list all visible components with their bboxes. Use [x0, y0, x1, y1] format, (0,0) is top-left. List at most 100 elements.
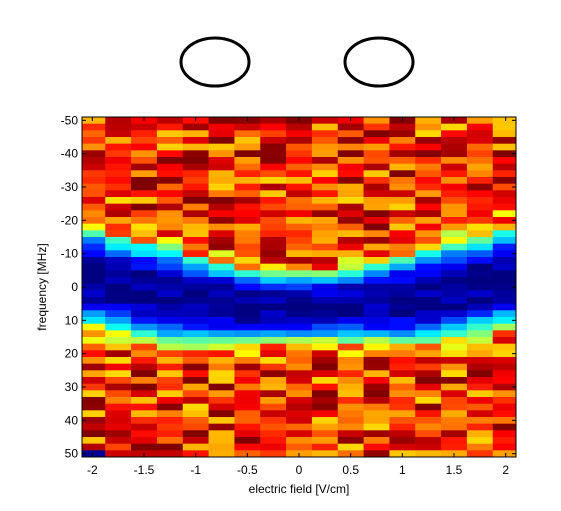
heatmap-cell	[156, 283, 184, 291]
heatmap-cell	[311, 137, 339, 145]
heatmap-cell	[441, 130, 468, 138]
heatmap-cell	[363, 157, 390, 165]
heatmap-cell	[441, 350, 468, 358]
heatmap-cell	[492, 303, 517, 311]
heatmap-cell	[82, 417, 106, 425]
heatmap-cell	[492, 383, 517, 391]
heatmap-cell	[492, 130, 517, 138]
heatmap-cell	[415, 370, 442, 378]
heatmap-cell	[208, 303, 235, 311]
heatmap-cell	[82, 390, 106, 398]
heatmap-cell	[234, 390, 261, 398]
heatmap-cell	[415, 237, 442, 245]
heatmap-cell	[208, 363, 235, 371]
heatmap-cell	[131, 137, 158, 145]
y-tick-label: 20	[65, 347, 79, 361]
heatmap-cell	[286, 330, 313, 338]
heatmap-cell	[260, 270, 287, 278]
heatmap-cell	[286, 263, 313, 271]
heatmap-cell	[156, 383, 184, 391]
heatmap-cell	[363, 190, 390, 198]
heatmap-cell	[234, 190, 261, 198]
heatmap-cell	[466, 317, 494, 325]
heatmap-cell	[208, 290, 235, 298]
heatmap-cell	[182, 123, 210, 131]
heatmap-cell	[311, 123, 339, 131]
heatmap-cell	[131, 443, 158, 451]
heatmap-cell	[182, 163, 210, 171]
heatmap-cell	[82, 223, 106, 231]
heatmap-cell	[466, 383, 494, 391]
heatmap-cell	[182, 157, 210, 165]
heatmap-cell	[415, 197, 442, 205]
heatmap-cell	[389, 197, 416, 205]
heatmap-cell	[182, 303, 210, 311]
heatmap-cell	[82, 337, 106, 345]
heatmap-cell	[105, 150, 132, 158]
heatmap-cell	[286, 297, 313, 305]
heatmap-cell	[156, 257, 184, 265]
y-tick-label: 0	[71, 280, 78, 294]
heatmap-cell	[105, 437, 132, 445]
heatmap-cell	[337, 250, 365, 258]
heatmap-cell	[260, 370, 287, 378]
heatmap-cell	[234, 423, 261, 431]
heatmap-cell	[156, 323, 184, 331]
heatmap-cell	[156, 277, 184, 285]
heatmap-cell	[105, 203, 132, 211]
heatmap-cell	[260, 437, 287, 445]
heatmap-cell	[441, 243, 468, 251]
heatmap-cell	[286, 437, 313, 445]
heatmap-cell	[234, 443, 261, 451]
heatmap-cell	[466, 117, 494, 125]
heatmap-cell	[286, 197, 313, 205]
heatmap-cell	[82, 290, 106, 298]
heatmap-cell	[182, 250, 210, 258]
heatmap-cell	[156, 403, 184, 411]
heatmap-cell	[105, 317, 132, 325]
heatmap-cell	[363, 217, 390, 225]
heatmap-cell	[466, 197, 494, 205]
x-tick-label: 2	[502, 463, 509, 477]
heatmap-cell	[156, 430, 184, 438]
heatmap-cell	[466, 143, 494, 151]
heatmap-cell	[492, 443, 517, 451]
heatmap-cell	[466, 323, 494, 331]
heatmap-cell	[337, 303, 365, 311]
heatmap-cell	[260, 230, 287, 238]
heatmap-cell	[286, 190, 313, 198]
heatmap-cell	[492, 190, 517, 198]
heatmap-cell	[441, 323, 468, 331]
heatmap-cell	[260, 163, 287, 171]
heatmap-cell	[286, 377, 313, 385]
heatmap-cell	[234, 397, 261, 405]
heatmap-cell	[311, 250, 339, 258]
heatmap-cell	[389, 223, 416, 231]
heatmap-cell	[466, 163, 494, 171]
heatmap-cell	[234, 310, 261, 318]
heatmap-cell	[131, 397, 158, 405]
heatmap-cell	[311, 290, 339, 298]
heatmap-cell	[156, 197, 184, 205]
heatmap-cell	[441, 363, 468, 371]
heatmap-cell	[389, 177, 416, 185]
heatmap-cell	[105, 290, 132, 298]
heatmap-cell	[82, 363, 106, 371]
heatmap-cell	[105, 337, 132, 345]
heatmap-cell	[311, 350, 339, 358]
heatmap-cell	[105, 277, 132, 285]
heatmap-cell	[234, 417, 261, 425]
heatmap-cell	[131, 363, 158, 371]
heatmap-cell	[105, 330, 132, 338]
heatmap-cell	[389, 343, 416, 351]
heatmap-cell	[260, 257, 287, 265]
heatmap-cell	[208, 177, 235, 185]
heatmap-cell	[337, 257, 365, 265]
heatmap-cell	[415, 350, 442, 358]
heatmap-cell	[131, 243, 158, 251]
x-tick-label: 1	[399, 463, 406, 477]
heatmap-cell	[182, 337, 210, 345]
heatmap-cell	[441, 290, 468, 298]
heatmap-cell	[311, 163, 339, 171]
